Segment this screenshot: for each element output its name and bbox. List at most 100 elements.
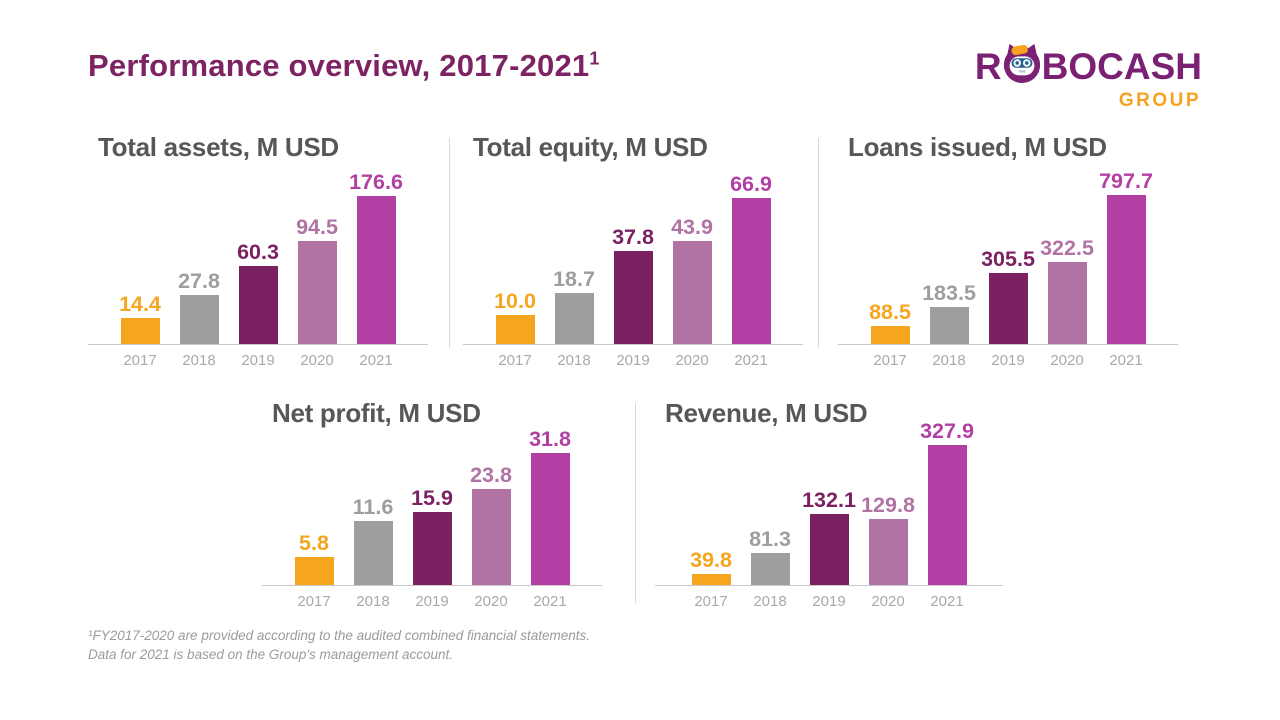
revenue-year-label-2018: 2018: [753, 593, 787, 610]
revenue-bar-2020: 129.8: [861, 494, 915, 585]
total-assets-value-label-2017: 14.4: [119, 291, 161, 316]
total-assets-value-label-2020: 94.5: [296, 214, 338, 239]
total-assets-year-label-2019: 2019: [241, 352, 275, 369]
revenue-title: Revenue, M USD: [665, 398, 868, 428]
net-profit-bar-2017: 5.8: [294, 532, 334, 585]
total-equity-bar-2021: 66.9: [730, 173, 772, 344]
wordmark-left: R: [974, 45, 1002, 87]
total-assets-year-label-2020: 2020: [300, 352, 334, 369]
loans-issued-value-label-2017: 88.5: [869, 299, 911, 324]
revenue-bar-2017: 39.8: [690, 549, 732, 585]
net-profit-value-label-2019: 15.9: [411, 485, 453, 510]
net-profit-value-label-2018: 11.6: [352, 494, 394, 519]
loans-issued-value-label-2021: 797.7: [1099, 168, 1153, 193]
page-title: Performance overview, 2017-20211: [88, 48, 600, 84]
footnote: ¹FY2017-2020 are provided according to t…: [88, 627, 590, 665]
divider-row1-left: [449, 138, 450, 348]
net-profit-year-label-2019: 2019: [415, 593, 449, 610]
total-equity-year-label-2018: 2018: [557, 352, 591, 369]
loans-issued-bar-2017: 88.5: [869, 301, 911, 344]
loans-issued-year-label-2019: 2019: [991, 352, 1025, 369]
net-profit-bar-2021: 31.8: [529, 428, 571, 585]
total-equity-value-label-2017: 10.0: [494, 288, 536, 313]
total-equity-year-label-2020: 2020: [675, 352, 709, 369]
page-title-superscript: 1: [589, 48, 600, 69]
net-profit-title: Net profit, M USD: [272, 398, 481, 428]
total-assets-year-label-2021: 2021: [359, 352, 393, 369]
total-assets-value-label-2021: 176.6: [349, 169, 403, 194]
revenue-x-axis-labels: 2017 2018 2019 2020 2021: [655, 593, 1003, 610]
loans-issued-bar-2018: 183.5: [922, 282, 976, 344]
loans-issued-value-label-2019: 305.5: [981, 246, 1035, 271]
robocash-wordmark: R BOCASH: [975, 42, 1202, 90]
net-profit-year-label-2017: 2017: [297, 593, 331, 610]
net-profit-bar-2018: 11.6: [353, 496, 393, 585]
loans-issued-year-label-2021: 2021: [1109, 352, 1143, 369]
total-equity-year-label-2019: 2019: [616, 352, 650, 369]
revenue-year-label-2019: 2019: [812, 593, 846, 610]
total-equity-plot-area: 10.0 18.7 37.8 43.9 66.9: [463, 168, 803, 345]
net-profit-value-label-2021: 31.8: [529, 426, 571, 451]
total-assets-title: Total assets, M USD: [98, 132, 339, 162]
revenue-value-label-2020: 129.8: [861, 492, 915, 517]
total-assets-value-label-2019: 60.3: [237, 239, 279, 264]
total-assets-x-axis-labels: 2017 2018 2019 2020 2021: [88, 352, 428, 369]
net-profit-x-axis-labels: 2017 2018 2019 2020 2021: [262, 593, 602, 610]
revenue-bar-2019: 132.1: [802, 489, 856, 585]
total-equity-bar-2017: 10.0: [494, 290, 536, 344]
revenue-value-label-2018: 81.3: [749, 526, 791, 551]
net-profit-year-label-2018: 2018: [356, 593, 390, 610]
revenue-value-label-2017: 39.8: [690, 547, 732, 572]
loans-issued-year-label-2017: 2017: [873, 352, 907, 369]
loans-issued-value-label-2018: 183.5: [922, 280, 976, 305]
loans-issued-bar-2019: 305.5: [981, 248, 1035, 344]
chart-revenue: Revenue, M USD 39.8 81.3 132.1 129.8 327.9 201…: [655, 398, 1003, 610]
loans-issued-x-axis-labels: 2017 2018 2019 2020 2021: [838, 352, 1178, 369]
revenue-value-label-2021: 327.9: [920, 418, 974, 443]
total-equity-value-label-2018: 18.7: [553, 266, 595, 291]
footnote-line2: Data for 2021 is based on the Group's ma…: [88, 646, 454, 662]
total-assets-year-label-2018: 2018: [182, 352, 216, 369]
total-assets-plot-area: 14.4 27.8 60.3 94.5 176.6: [88, 168, 428, 345]
logo-group-text: GROUP: [1118, 90, 1201, 111]
total-equity-year-label-2021: 2021: [734, 352, 768, 369]
total-equity-bar-2020: 43.9: [671, 216, 713, 344]
total-assets-value-label-2018: 27.8: [178, 268, 220, 293]
revenue-bar-2021: 327.9: [920, 420, 974, 585]
divider-row2: [635, 403, 636, 603]
total-assets-bar-2017: 14.4: [119, 293, 161, 344]
footnote-line1: ¹FY2017-2020 are provided according to t…: [88, 628, 591, 643]
revenue-year-label-2021: 2021: [930, 593, 964, 610]
total-assets-bar-2020: 94.5: [296, 216, 338, 344]
loans-issued-bar-2020: 322.5: [1040, 237, 1094, 344]
total-equity-year-label-2017: 2017: [498, 352, 532, 369]
total-assets-bar-2021: 176.6: [349, 171, 403, 344]
loans-issued-year-label-2018: 2018: [932, 352, 966, 369]
net-profit-bar-2019: 15.9: [411, 487, 453, 585]
loans-issued-title: Loans issued, M USD: [848, 132, 1107, 162]
net-profit-year-label-2021: 2021: [533, 593, 567, 610]
chart-total-assets: Total assets, M USD 14.4 27.8 60.3 94.5 176.6…: [88, 132, 428, 369]
chart-loans-issued: Loans issued, M USD 88.5 183.5 305.5 322.5 79…: [838, 132, 1178, 369]
net-profit-bar-2020: 23.8: [470, 464, 512, 585]
total-equity-value-label-2021: 66.9: [730, 171, 772, 196]
page-title-text: Performance overview, 2017-2021: [88, 48, 590, 83]
robocash-logo: R BOCASH GROUP: [975, 42, 1202, 112]
total-assets-bar-2018: 27.8: [178, 270, 220, 344]
revenue-plot-area: 39.8 81.3 132.1 129.8 327.9: [655, 420, 1003, 586]
chart-total-equity: Total equity, M USD 10.0 18.7 37.8 43.9 66.9 2…: [463, 132, 803, 369]
net-profit-plot-area: 5.8 11.6 15.9 23.8 31.8: [262, 428, 602, 586]
robot-head-icon: [1001, 42, 1043, 90]
wordmark-right: BOCASH: [1041, 45, 1202, 87]
total-assets-bar-2019: 60.3: [237, 241, 279, 344]
revenue-year-label-2020: 2020: [871, 593, 905, 610]
total-equity-title: Total equity, M USD: [473, 132, 708, 162]
chart-net-profit: Net profit, M USD 5.8 11.6 15.9 23.8 31.8 2017…: [262, 398, 602, 610]
divider-row1-right: [818, 138, 819, 348]
net-profit-year-label-2020: 2020: [474, 593, 508, 610]
net-profit-value-label-2017: 5.8: [299, 530, 329, 555]
total-assets-year-label-2017: 2017: [123, 352, 157, 369]
loans-issued-plot-area: 88.5 183.5 305.5 322.5 797.7: [838, 168, 1178, 345]
revenue-bar-2018: 81.3: [749, 528, 791, 585]
